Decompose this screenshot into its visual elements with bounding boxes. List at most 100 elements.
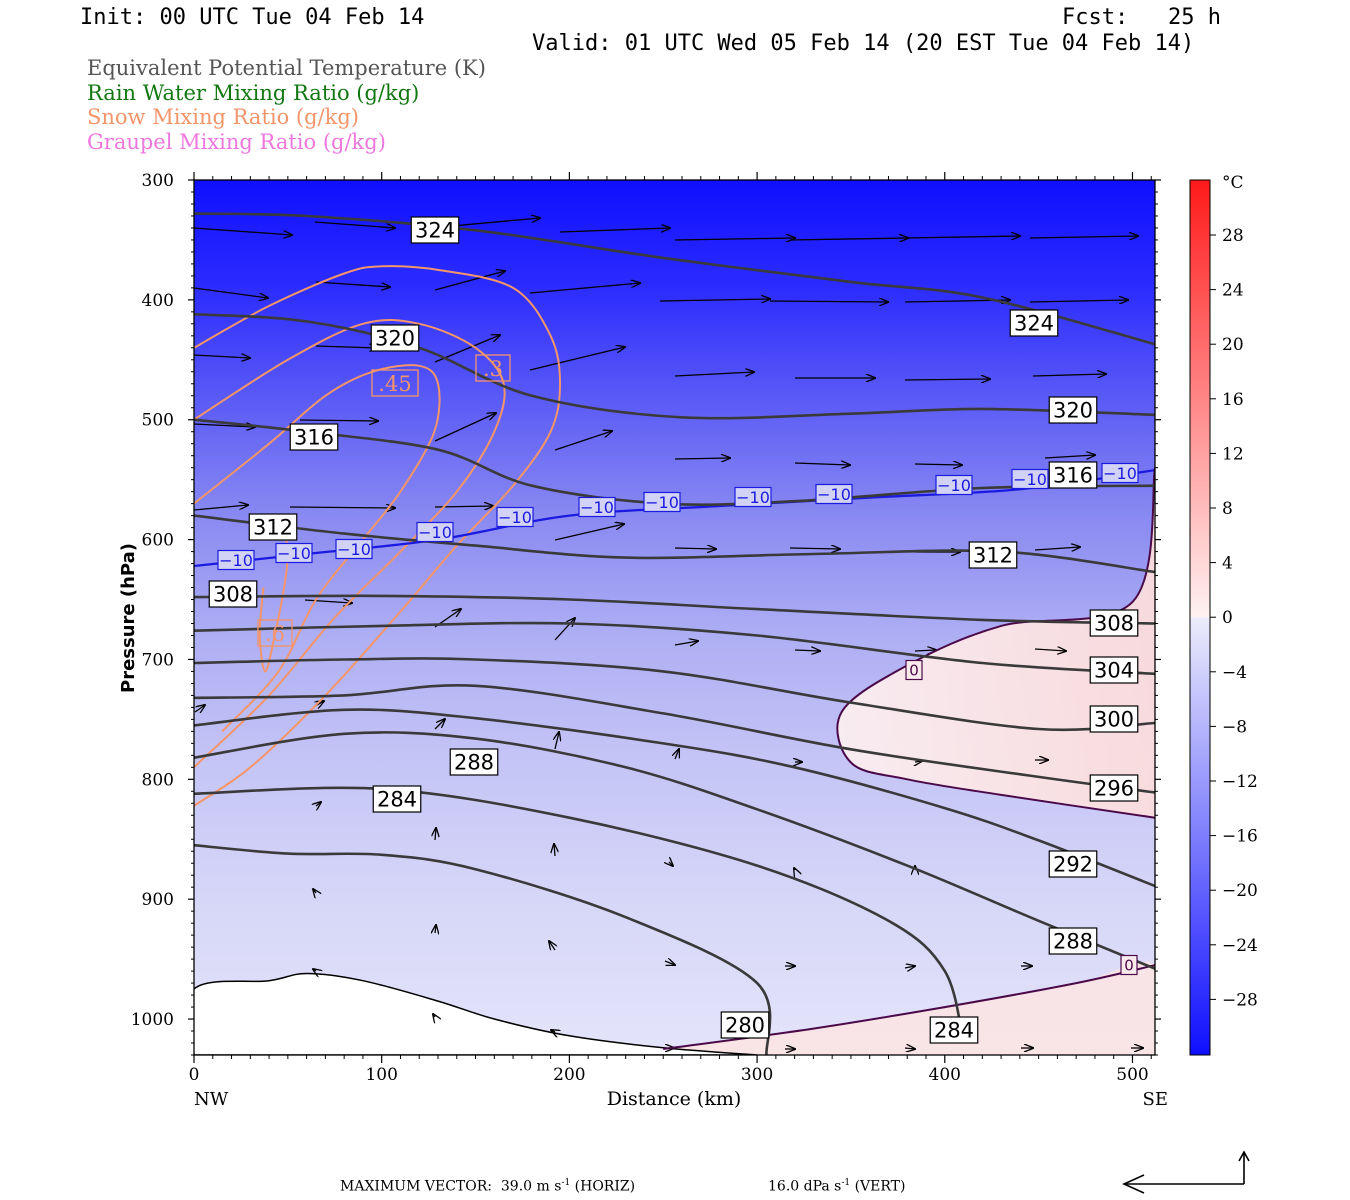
contour-label-text: 300 [1094,708,1134,732]
contour-label: 304 [1089,656,1139,684]
contour-label: 284 [929,1016,979,1044]
contour-label: 288 [449,748,499,776]
wind-vector [904,966,915,968]
contour-label-box [248,513,298,541]
wind-vector [794,463,850,465]
contour-label-text: 288 [454,751,494,775]
y-tick-label: 1000 [131,1010,174,1030]
contour-label-box [372,785,422,813]
contour-label-box [1101,462,1139,484]
contour-label-box [1089,705,1139,733]
legend-rain-water: Rain Water Mixing Ratio (g/kg) [87,81,420,105]
snow-label-box [82,250,128,276]
footer-max-vector: MAXIMUM VECTOR: 39.0 m s-1 (HORIZ) [340,1178,635,1195]
theta-e-contour [194,843,772,1055]
contour-label: −10 [217,549,255,571]
contour-label-box [1089,609,1139,637]
contour-label-text: −10 [498,508,532,527]
contour-label-text: 316 [294,426,334,450]
contour-label-box [815,483,853,505]
contour-label-box [449,748,499,776]
temperature-contour [836,467,1155,819]
contour-label: 320 [370,324,420,352]
snow-contours [194,265,562,807]
theta-e-contour [194,212,1155,346]
theta-e-contours [194,212,1155,1055]
wind-vector [554,618,575,641]
wind-vector [789,238,908,240]
valid-time: Valid: 01 UTC Wed 05 Feb 14 (20 EST Tue … [532,31,1195,56]
contour-label-box [1120,954,1138,976]
contour-label-text: −10 [1013,470,1047,489]
contour-label-box [643,491,681,513]
snow-label-text: .6 [265,622,285,646]
contour-label: −10 [935,474,973,496]
wind-vector [551,1030,555,1032]
vert-vector-label: 16.0 dPa s [768,1178,842,1195]
snow-label: .6 [257,619,293,647]
wind-vector [674,641,698,645]
contour-label-box [496,506,534,528]
wind-vector [554,431,612,451]
wind-vector [529,347,625,371]
contour-label: −10 [1101,462,1139,484]
contour-label-box [208,580,258,608]
contour-label-box [335,538,373,560]
contour-label: 316 [289,423,339,451]
colorbar-tick-label: −12 [1222,772,1258,792]
wind-vector [315,346,378,348]
wind-vector [1029,300,1128,302]
contour-label-box [734,486,772,508]
contour-label-text: −10 [817,485,851,504]
y-tick-label: 900 [142,890,174,910]
contour-label-box [1048,850,1098,878]
contour-label-text: 324 [415,219,455,243]
wind-vector [434,719,445,730]
snow-label-text: .45 [378,372,411,396]
contour-label: 312 [248,513,298,541]
contour-label-box [289,423,339,451]
x-tick-label: 0 [189,1065,200,1085]
wind-vector [529,283,640,294]
y-tick-label: 600 [142,531,174,551]
contour-label: 324 [410,216,460,244]
colorbar [1189,179,1211,1056]
wind-vector [674,458,730,459]
wind-vector [664,961,675,965]
contour-label: 308 [208,580,258,608]
contour-label-text: −10 [1103,464,1137,483]
wind-vector [914,464,962,465]
wind-vector [559,228,670,233]
x-axis-title: Distance (km) [607,1088,742,1110]
wind-vector [554,844,555,857]
contour-label-box [935,474,973,496]
wind-vector [434,413,496,442]
contour-label-text: −10 [736,488,770,507]
contour-label-text: 288 [1053,930,1093,954]
colorbar-tick-label: −8 [1222,717,1247,737]
wind-vector [794,868,795,870]
contour-label-box [217,549,255,571]
contour-label-box [905,659,923,681]
wind-vector [289,507,395,508]
y-tick-label: 700 [142,650,174,670]
wind-vector [549,941,555,950]
wind-vector [194,227,292,235]
colorbar-tick-label: −4 [1222,663,1247,683]
wind-vector [674,238,795,240]
wind-vector [789,548,840,549]
contour-label: −10 [815,483,853,505]
max-vector-label: MAXIMUM VECTOR: 39.0 m s [340,1178,562,1195]
legend-theta-e: Equivalent Potential Temperature (K) [87,56,486,80]
x-tick-label: 500 [1116,1065,1148,1085]
contour-label: −10 [1011,468,1049,490]
contour-label-text: 284 [934,1019,974,1043]
colorbar-tick-label: −28 [1222,990,1258,1010]
snow-contour [194,364,441,733]
contour-label-text: 0 [909,661,919,679]
vert-vector-exponent: -1 [841,1178,851,1188]
terrain-mask [194,972,758,1055]
forecast-hour: Fcst: 25 h [1062,5,1221,30]
colorbar-tick-label: 28 [1222,226,1244,246]
